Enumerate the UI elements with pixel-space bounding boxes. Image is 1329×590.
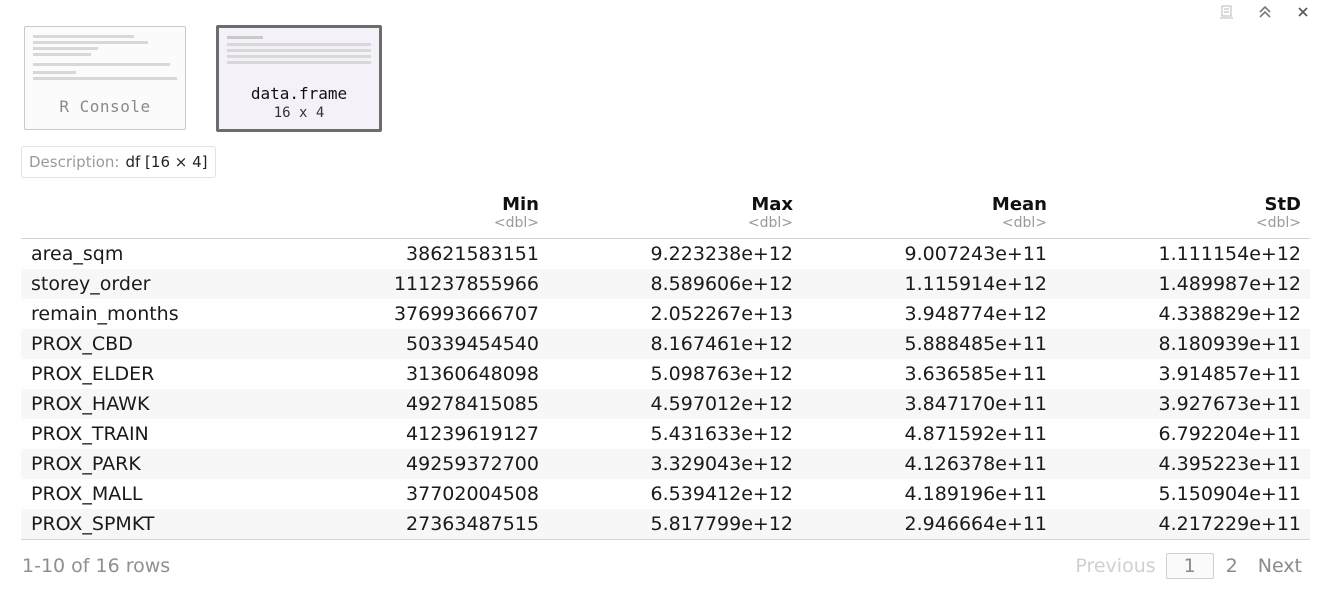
cell-min: 111237855966 <box>393 273 539 295</box>
console-preview <box>33 35 177 83</box>
previous-button[interactable]: Previous <box>1075 555 1156 577</box>
column-name: Max <box>751 194 793 215</box>
thumbnail-data-frame[interactable]: data.frame 16 x 4 <box>216 25 382 132</box>
column-header-std[interactable]: StD <dbl> <box>1255 194 1301 232</box>
cell-min: 49278415085 <box>406 393 539 415</box>
column-name: Min <box>502 194 539 215</box>
cell-max: 8.167461e+12 <box>650 333 793 355</box>
cell-mean: 4.189196e+11 <box>904 483 1047 505</box>
cell-max: 9.223238e+12 <box>650 243 793 265</box>
cell-max: 4.597012e+12 <box>650 393 793 415</box>
cell-std: 8.180939e+11 <box>1158 333 1301 355</box>
description-value: df [16 × 4] <box>125 153 208 171</box>
row-name: PROX_ELDER <box>31 363 155 385</box>
cell-max: 5.817799e+12 <box>650 513 793 535</box>
column-header-max[interactable]: Max <dbl> <box>747 194 793 232</box>
table-row: PROX_ELDER 31360648098 5.098763e+12 3.63… <box>21 359 1310 389</box>
table-row: PROX_MALL 37702004508 6.539412e+12 4.189… <box>21 479 1310 509</box>
table-preview <box>227 36 371 67</box>
row-count-info: 1-10 of 16 rows <box>22 555 171 577</box>
cell-max: 8.589606e+12 <box>650 273 793 295</box>
cell-mean: 3.636585e+11 <box>904 363 1047 385</box>
table-row: PROX_HAWK 49278415085 4.597012e+12 3.847… <box>21 389 1310 419</box>
cell-std: 1.489987e+12 <box>1158 273 1301 295</box>
cell-max: 5.098763e+12 <box>650 363 793 385</box>
cell-min: 38621583151 <box>406 243 539 265</box>
cell-std: 1.111154e+12 <box>1158 243 1301 265</box>
table-row: storey_order 111237855966 8.589606e+12 1… <box>21 269 1310 299</box>
row-name: area_sqm <box>31 243 124 265</box>
table-row: remain_months 376993666707 2.052267e+13 … <box>21 299 1310 329</box>
column-type: <dbl> <box>493 215 539 231</box>
window-controls <box>1219 4 1311 20</box>
cell-min: 27363487515 <box>406 513 539 535</box>
row-name: remain_months <box>31 303 179 325</box>
cell-mean: 3.948774e+12 <box>904 303 1047 325</box>
cell-std: 4.217229e+11 <box>1158 513 1301 535</box>
column-name: StD <box>1264 194 1301 215</box>
column-type: <dbl> <box>747 215 793 231</box>
cell-std: 6.792204e+11 <box>1158 423 1301 445</box>
row-name: storey_order <box>31 273 151 295</box>
table-row: PROX_SPMKT 27363487515 5.817799e+12 2.94… <box>21 509 1310 539</box>
column-name: Mean <box>991 194 1047 215</box>
table-row: PROX_TRAIN 41239619127 5.431633e+12 4.87… <box>21 419 1310 449</box>
row-name: PROX_SPMKT <box>31 513 155 535</box>
description-label: Description: <box>29 153 120 171</box>
column-header-mean[interactable]: Mean <dbl> <box>991 194 1047 232</box>
column-header-min[interactable]: Min <dbl> <box>493 194 539 232</box>
page-2-button[interactable]: 2 <box>1225 555 1238 577</box>
cell-min: 49259372700 <box>406 453 539 475</box>
table-row: PROX_PARK 49259372700 3.329043e+12 4.126… <box>21 449 1310 479</box>
description-box: Description: df [16 × 4] <box>21 146 216 178</box>
next-button[interactable]: Next <box>1257 555 1302 577</box>
cell-std: 4.338829e+12 <box>1158 303 1301 325</box>
close-icon[interactable] <box>1295 4 1311 20</box>
thumbnail-dimensions: 16 x 4 <box>273 105 325 121</box>
cell-min: 41239619127 <box>406 423 539 445</box>
thumbnail-label: data.frame <box>250 84 348 103</box>
row-name: PROX_TRAIN <box>31 423 149 445</box>
cell-max: 6.539412e+12 <box>650 483 793 505</box>
cell-mean: 4.871592e+11 <box>904 423 1047 445</box>
cell-std: 3.914857e+11 <box>1158 363 1301 385</box>
cell-min: 37702004508 <box>406 483 539 505</box>
thumbnail-r-console[interactable]: R Console <box>24 26 186 130</box>
cell-mean: 3.847170e+11 <box>904 393 1047 415</box>
cell-mean: 4.126378e+11 <box>904 453 1047 475</box>
cell-mean: 2.946664e+11 <box>904 513 1047 535</box>
cell-min: 50339454540 <box>406 333 539 355</box>
table-header: Min <dbl> Max <dbl> Mean <dbl> StD <dbl> <box>21 193 1310 239</box>
cell-mean: 5.888485e+11 <box>904 333 1047 355</box>
cell-max: 3.329043e+12 <box>650 453 793 475</box>
output-thumbnails: R Console data.frame 16 x 4 <box>24 25 382 133</box>
row-name: PROX_MALL <box>31 483 143 505</box>
cell-std: 3.927673e+11 <box>1158 393 1301 415</box>
collapse-up-icon[interactable] <box>1257 4 1273 20</box>
table-row: PROX_CBD 50339454540 8.167461e+12 5.8884… <box>21 329 1310 359</box>
table-bottom-border <box>21 539 1310 540</box>
cell-std: 4.395223e+11 <box>1158 453 1301 475</box>
row-name: PROX_CBD <box>31 333 133 355</box>
cell-mean: 1.115914e+12 <box>904 273 1047 295</box>
cell-max: 2.052267e+13 <box>650 303 793 325</box>
row-name: PROX_HAWK <box>31 393 150 415</box>
pagination: Previous 1 2 Next <box>1075 553 1302 579</box>
column-type: <dbl> <box>1001 215 1047 231</box>
cell-min: 31360648098 <box>406 363 539 385</box>
cell-std: 5.150904e+11 <box>1158 483 1301 505</box>
data-table: Min <dbl> Max <dbl> Mean <dbl> StD <dbl>… <box>21 193 1310 540</box>
clear-console-icon[interactable] <box>1219 4 1235 20</box>
cell-mean: 9.007243e+11 <box>904 243 1047 265</box>
table-row: area_sqm 38621583151 9.223238e+12 9.0072… <box>21 239 1310 269</box>
row-name: PROX_PARK <box>31 453 141 475</box>
thumbnail-label: R Console <box>59 97 151 116</box>
cell-max: 5.431633e+12 <box>650 423 793 445</box>
page-1-button[interactable]: 1 <box>1165 553 1214 579</box>
cell-min: 376993666707 <box>393 303 539 325</box>
column-type: <dbl> <box>1255 215 1301 231</box>
